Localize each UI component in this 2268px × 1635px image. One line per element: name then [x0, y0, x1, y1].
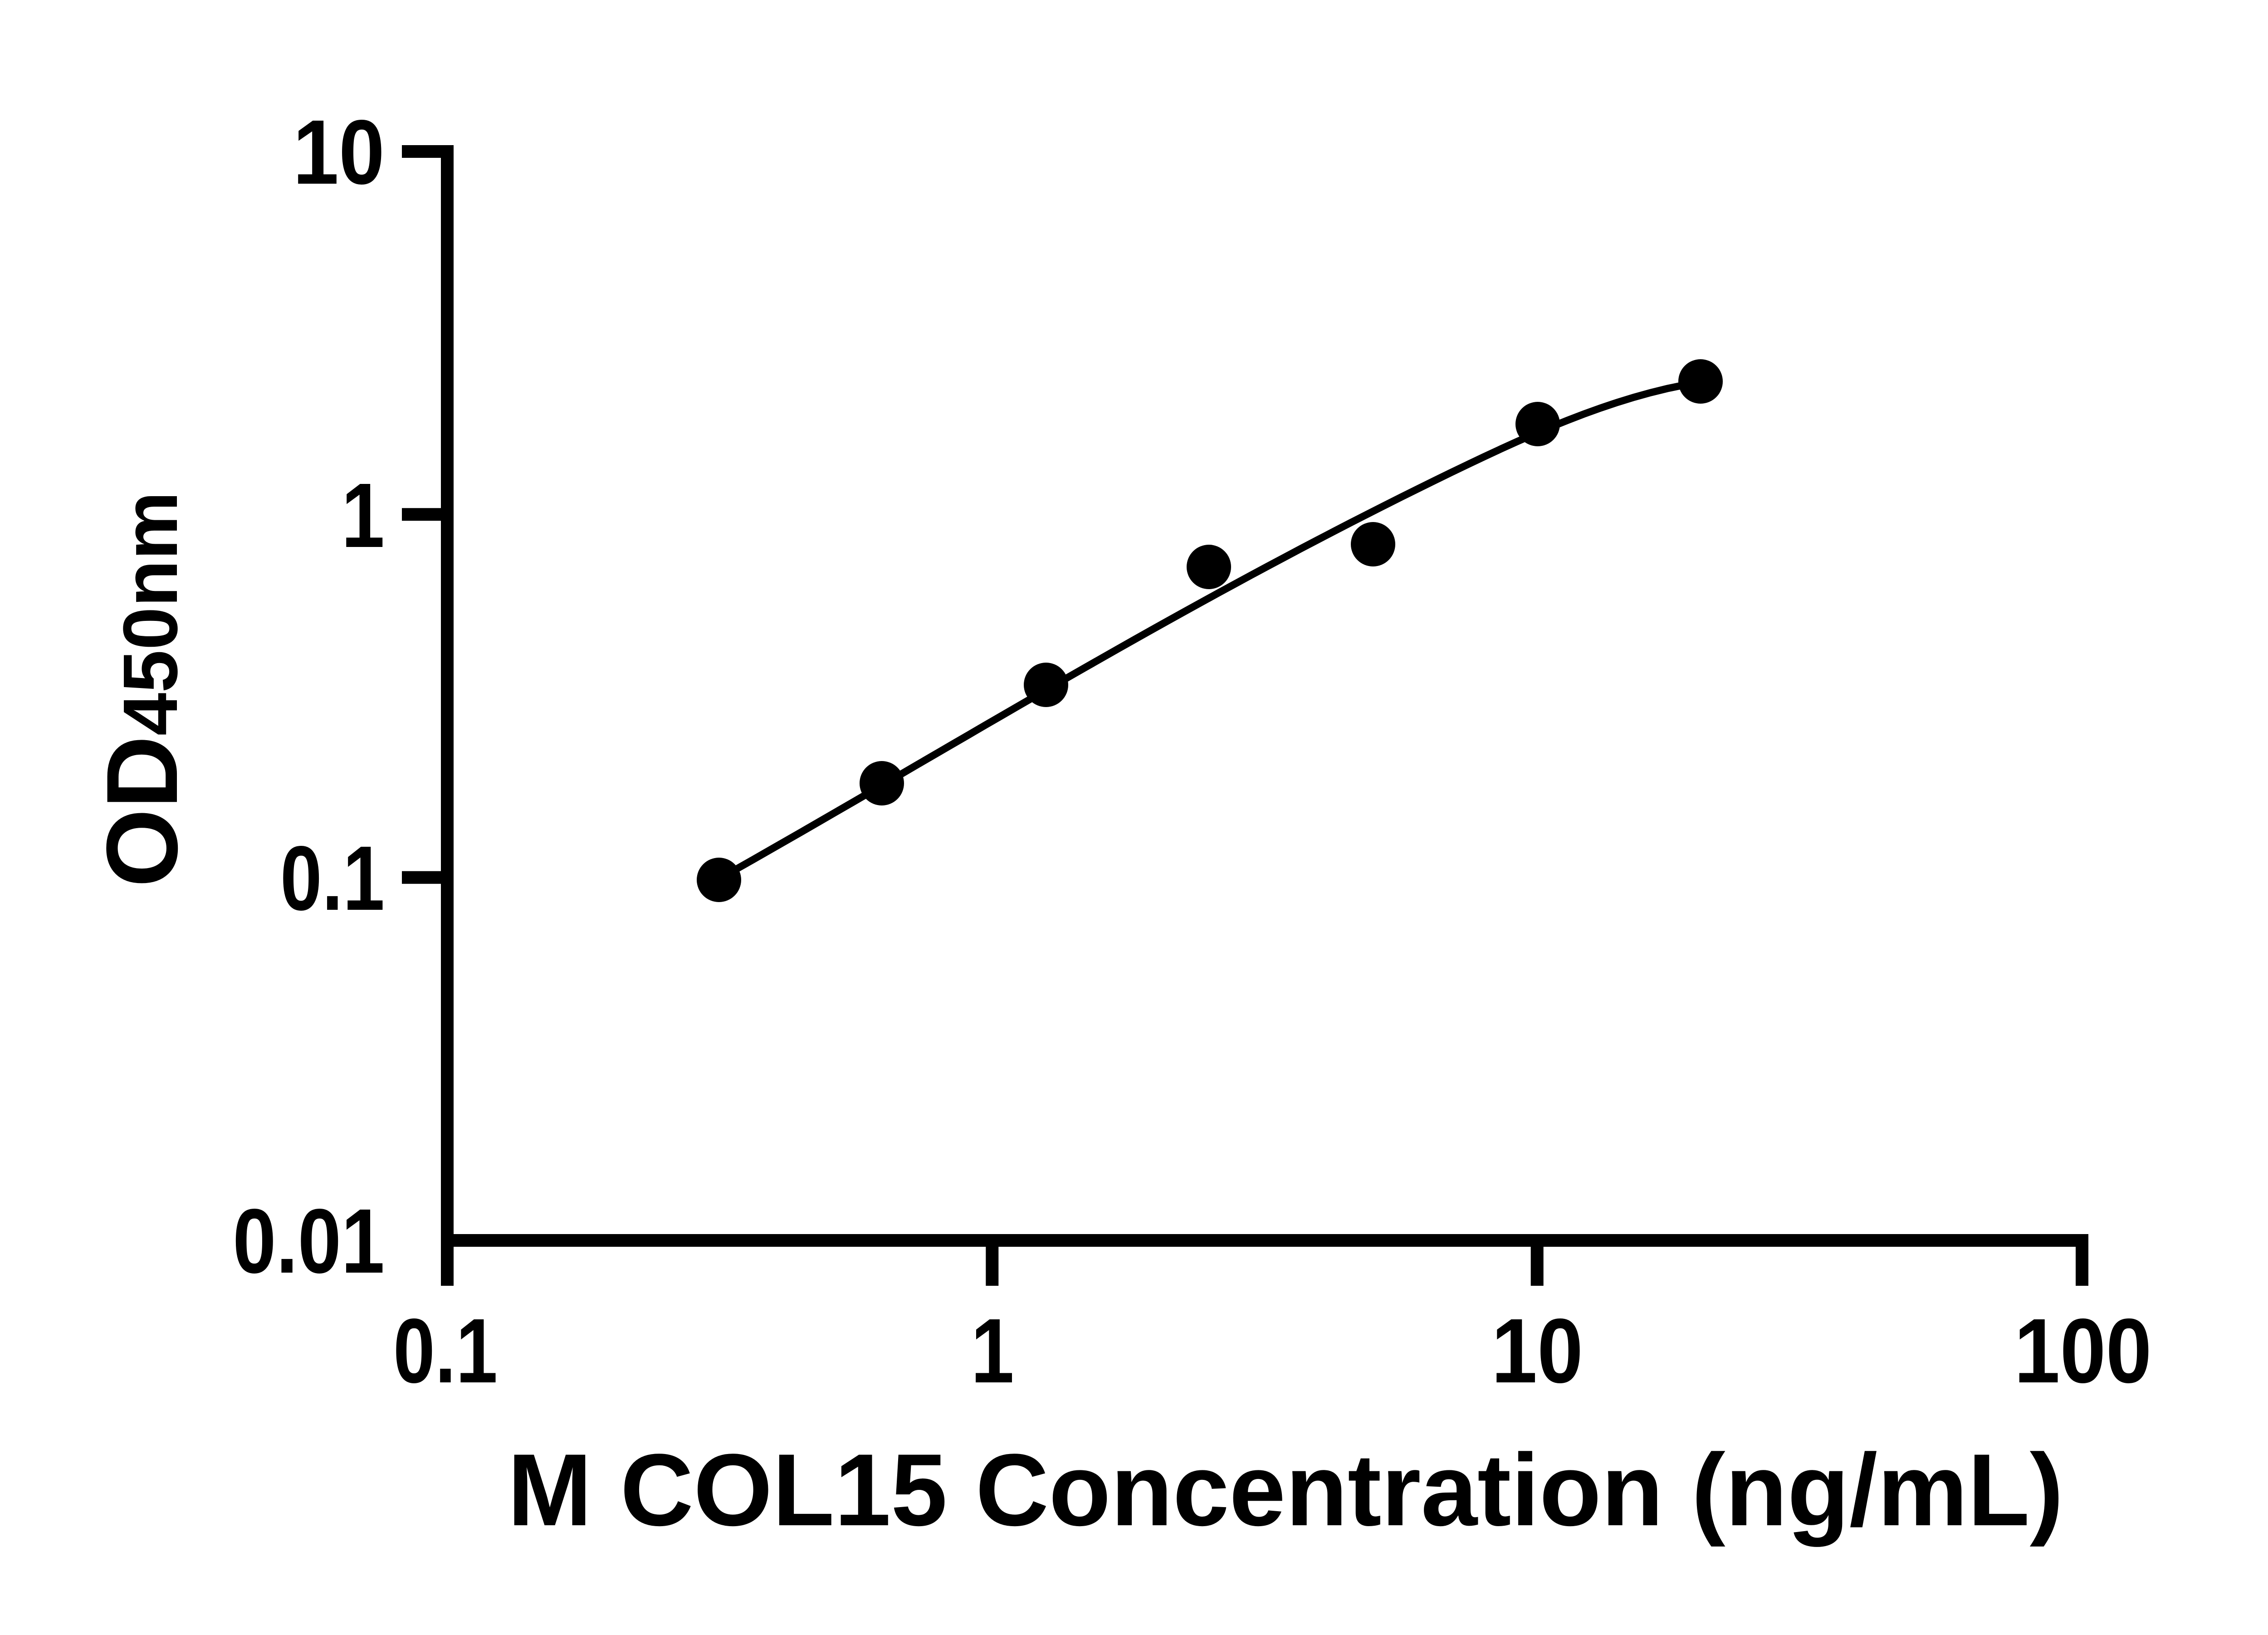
svg-text:OD450nm: OD450nm [86, 491, 199, 887]
svg-text:M COL15 Concentration (ng/mL): M COL15 Concentration (ng/mL) [508, 1432, 2063, 1547]
svg-text:1: 1 [342, 464, 385, 566]
svg-text:0.01: 0.01 [233, 1190, 385, 1292]
svg-text:100: 100 [2014, 1299, 2151, 1402]
svg-text:0.1: 0.1 [280, 827, 385, 929]
svg-text:1: 1 [971, 1299, 1014, 1402]
svg-text:0.1: 0.1 [393, 1300, 498, 1402]
svg-text:10: 10 [1491, 1299, 1583, 1402]
svg-text:10: 10 [293, 101, 385, 203]
